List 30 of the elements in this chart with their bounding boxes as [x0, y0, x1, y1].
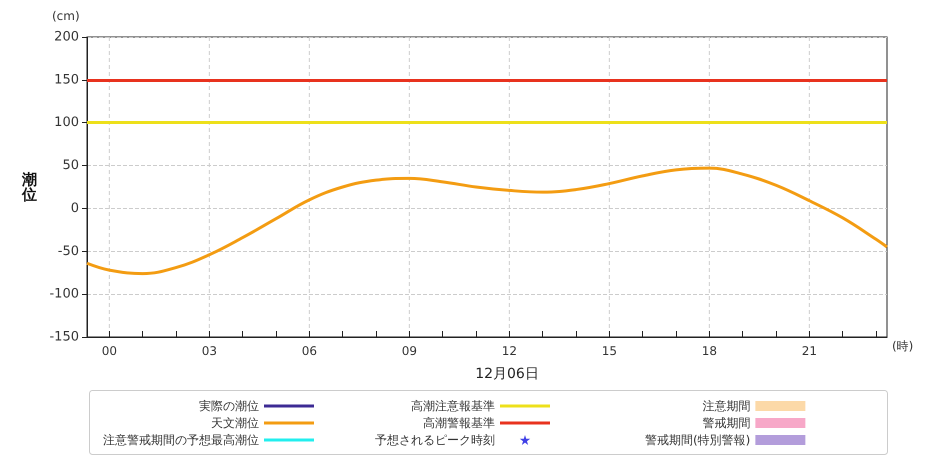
- y-tick-label: 200: [54, 30, 79, 44]
- text: (cm): [52, 9, 80, 23]
- legend-label: 実際の潮位: [199, 399, 259, 413]
- x-axis-title: 12月06日: [475, 366, 539, 382]
- x-tick-label: 18: [702, 344, 717, 358]
- legend-label: 高潮注意報基準: [411, 399, 495, 413]
- y-tick-label: 50: [62, 158, 79, 174]
- legend-label: 天文潮位: [211, 416, 259, 430]
- x-tick-label: 21: [802, 344, 817, 358]
- line-series: [86, 166, 888, 276]
- legend-label: 注意警戒期間の予想最高潮位: [103, 433, 259, 447]
- y-tick-label: -150: [49, 330, 79, 344]
- legend-label: 注意期間: [702, 399, 750, 413]
- text: (時): [892, 339, 914, 353]
- y-axis-title: 潮位: [21, 170, 37, 204]
- legend-label: 予想されるピーク時刻: [375, 433, 495, 447]
- legend-label: 高潮警報基準: [423, 416, 495, 430]
- x-tick-label: 09: [402, 344, 417, 358]
- x-tick-label: 15: [602, 344, 617, 358]
- y-tick-label: -100: [49, 286, 79, 302]
- x-tick-label: 03: [202, 344, 217, 358]
- y-tick-label: 0: [70, 200, 79, 216]
- legend-label: 警戒期間(特別警報): [644, 433, 750, 447]
- y-tick-label: 100: [54, 115, 79, 130]
- y-tick-label: -50: [58, 244, 79, 259]
- x-tick-label: 06: [302, 344, 317, 358]
- legend-label: 警戒期間: [702, 416, 750, 430]
- x-tick-label: 12: [502, 344, 517, 358]
- x-tick-label: 00: [102, 344, 117, 358]
- y-tick-label: 150: [54, 72, 79, 88]
